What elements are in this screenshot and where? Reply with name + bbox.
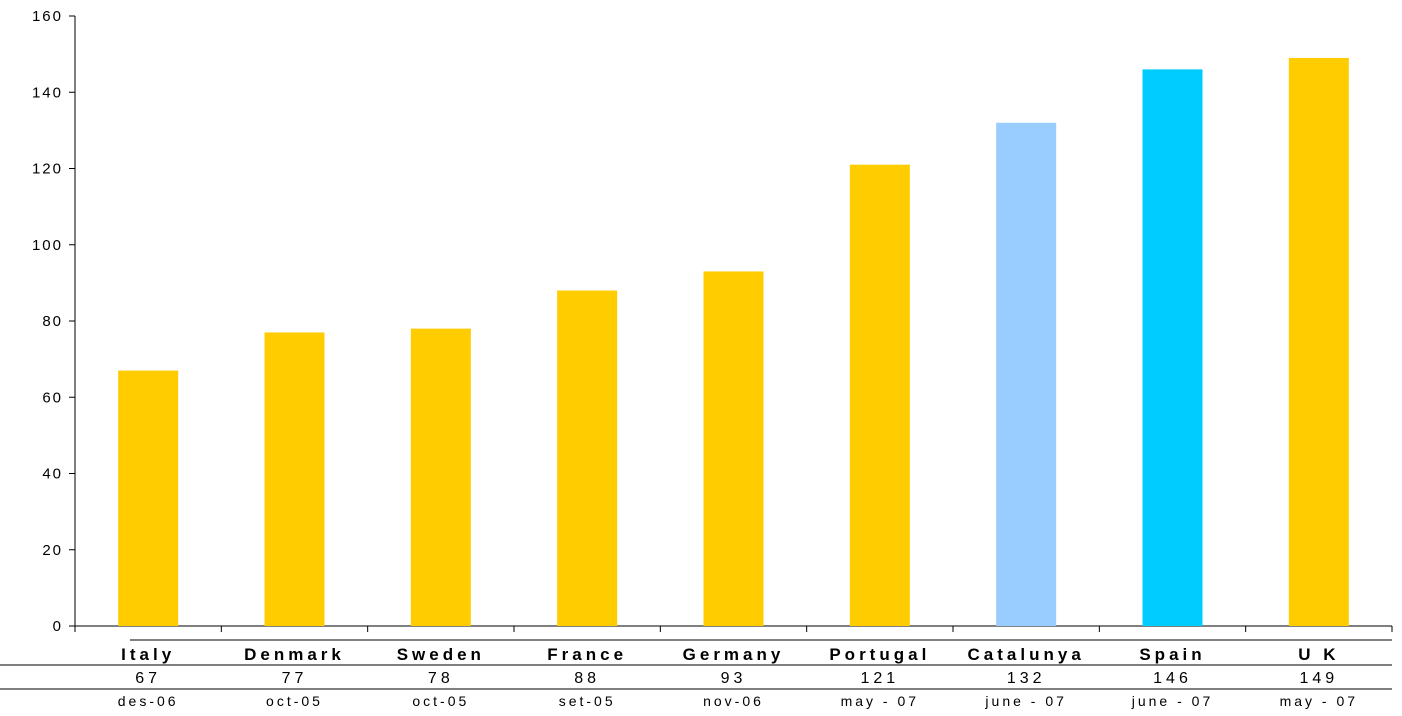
y-tick-label: 0 (53, 618, 63, 635)
data-table: Italy 67 des-06 Denmark 77 oct-05 Sweden 78 oct-… (0, 639, 1392, 709)
date-label: may - 07 (841, 693, 919, 709)
category-label: Catalunya (968, 645, 1085, 664)
value-label: 132 (1007, 670, 1046, 687)
y-tick-label: 80 (42, 313, 63, 330)
value-label: 77 (282, 670, 308, 687)
bar-portugal (849, 164, 910, 626)
y-tick-label: 120 (32, 161, 63, 178)
value-label: 121 (860, 670, 899, 687)
value-label: 93 (721, 670, 747, 687)
bar-catalunya (996, 122, 1057, 626)
y-tick-label: 60 (42, 389, 63, 406)
bar-spain (1142, 69, 1203, 626)
date-label: may - 07 (1280, 693, 1358, 709)
date-label: set-05 (559, 693, 616, 709)
category-label: Denmark (244, 645, 345, 664)
category-label: Sweden (397, 645, 485, 664)
category-label: U K (1298, 645, 1339, 664)
date-label: june - 07 (1131, 693, 1213, 709)
bar-u-k (1288, 57, 1349, 626)
bar-italy (118, 370, 179, 626)
category-label: France (547, 645, 627, 664)
value-label: 88 (574, 670, 600, 687)
bar-france (557, 290, 618, 626)
date-label: oct-05 (412, 693, 469, 709)
date-label: june - 07 (984, 693, 1066, 709)
bar-denmark (264, 332, 325, 626)
y-tick-label: 140 (32, 84, 63, 101)
y-tick-label: 100 (32, 237, 63, 254)
y-tick-label: 20 (42, 542, 63, 559)
category-label: Portugal (829, 645, 930, 664)
value-label: 78 (428, 670, 454, 687)
bar-germany (703, 271, 764, 626)
value-label: 149 (1299, 670, 1338, 687)
y-tick-label: 160 (32, 8, 63, 25)
bar-sweden (410, 328, 471, 626)
category-label: Spain (1139, 645, 1205, 664)
date-label: oct-05 (266, 693, 323, 709)
category-label: Italy (121, 645, 175, 664)
category-label: Germany (683, 645, 785, 664)
bars (118, 57, 1349, 626)
y-tick-label: 40 (42, 466, 63, 483)
value-label: 146 (1153, 670, 1192, 687)
date-label: nov-06 (703, 693, 764, 709)
value-label: 67 (135, 670, 161, 687)
date-label: des-06 (118, 693, 179, 709)
